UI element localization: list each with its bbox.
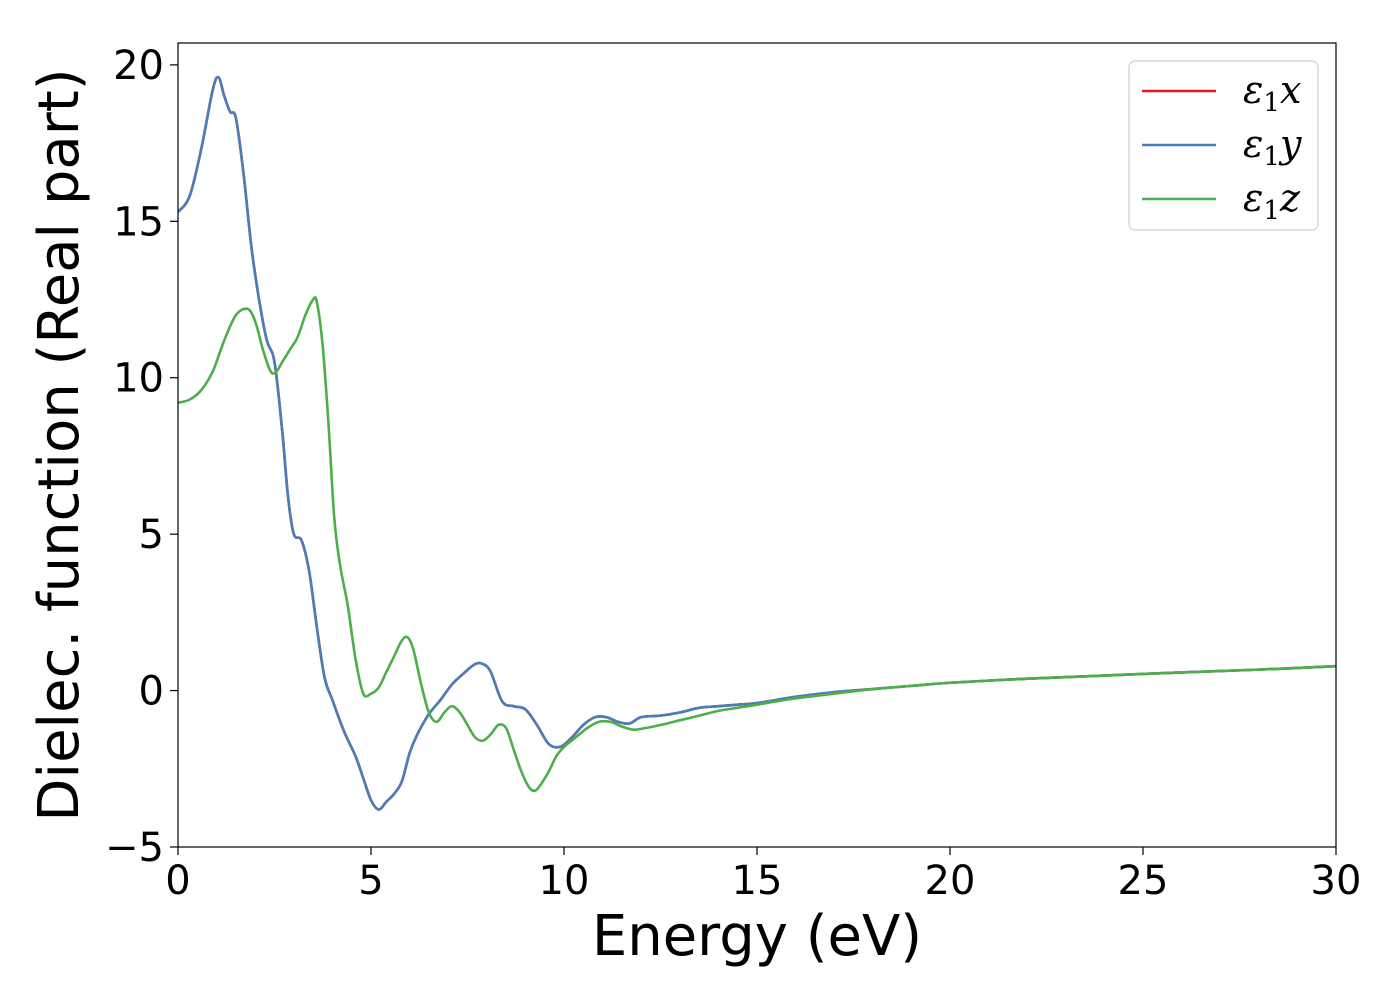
y-tick-label: −5 — [105, 825, 164, 871]
y-tick-label: 15 — [113, 199, 164, 245]
x-axis: 0 5 10 15 20 25 30 — [165, 847, 1361, 904]
x-tick-label: 25 — [1118, 858, 1169, 904]
x-axis-title: Energy (eV) — [592, 904, 922, 969]
series-line-z — [178, 296, 1336, 793]
x-tick-label: 10 — [539, 858, 590, 904]
legend-label-y: ε1y — [1243, 122, 1302, 172]
series-layer — [178, 75, 1336, 811]
y-tick-label: 20 — [113, 43, 164, 89]
legend-label-z: ε1z — [1243, 176, 1301, 226]
y-axis: −5 0 5 10 15 20 — [105, 43, 178, 871]
legend-label-x: ε1x — [1243, 68, 1301, 118]
series-line-y — [178, 75, 1336, 811]
y-tick-label: 0 — [139, 669, 164, 715]
y-axis-title: Dielec. function (Real part) — [27, 68, 92, 821]
y-tick-label: 5 — [139, 512, 164, 558]
y-tick-label: 10 — [113, 356, 164, 402]
x-tick-label: 30 — [1311, 858, 1362, 904]
x-tick-label: 15 — [732, 858, 783, 904]
x-tick-label: 0 — [165, 858, 190, 904]
x-tick-label: 5 — [358, 858, 383, 904]
x-tick-label: 20 — [925, 858, 976, 904]
legend-box — [1128, 60, 1319, 231]
